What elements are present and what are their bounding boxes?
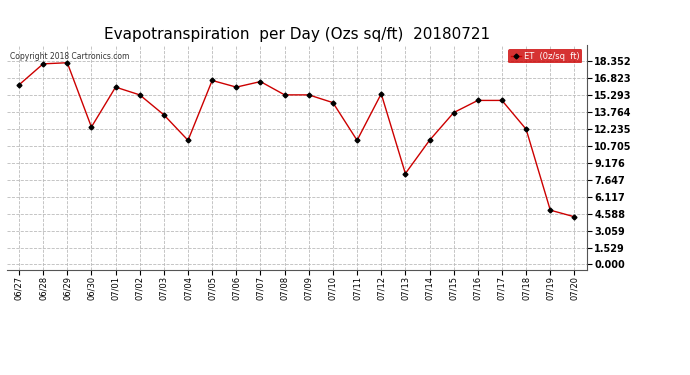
Text: Copyright 2018 Cartronics.com: Copyright 2018 Cartronics.com xyxy=(10,52,129,61)
Legend: ET  (0z/sq  ft): ET (0z/sq ft) xyxy=(509,49,582,63)
Title: Evapotranspiration  per Day (Ozs sq/ft)  20180721: Evapotranspiration per Day (Ozs sq/ft) 2… xyxy=(104,27,490,42)
